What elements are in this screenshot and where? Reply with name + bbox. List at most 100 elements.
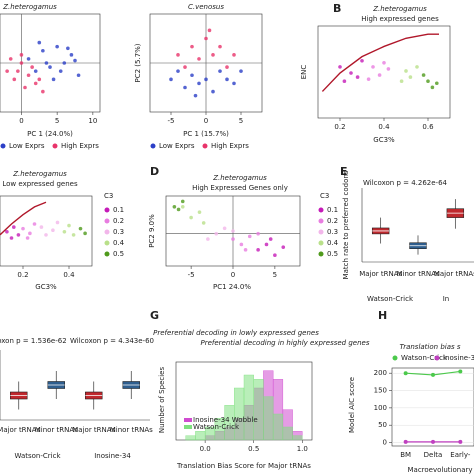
point: [37, 77, 42, 82]
point: [197, 210, 202, 214]
y-axis-label: Number of Species: [158, 367, 166, 434]
x-tick-label: Major tRNAs: [72, 426, 115, 434]
legend-label: 0.5: [113, 250, 124, 258]
x-tick-label: 0: [19, 117, 23, 125]
point: [9, 236, 14, 240]
point: [26, 57, 31, 61]
point: [66, 46, 70, 51]
point: [33, 81, 38, 86]
point: [12, 225, 16, 229]
point: [33, 69, 38, 73]
plot-frame: [0, 195, 93, 267]
hist-bar: [253, 379, 264, 441]
point: [349, 71, 353, 75]
point: [71, 233, 76, 237]
x-tick-label: 0.0: [200, 445, 211, 453]
x-axis-label: GC3%: [373, 136, 395, 144]
point: [431, 439, 435, 444]
point: [225, 65, 229, 69]
group-label: In: [443, 295, 450, 303]
legend-label: 0.5: [327, 250, 338, 258]
legend-label: 0.2: [327, 217, 338, 225]
y-tick-label: 50: [378, 421, 387, 429]
point: [206, 237, 210, 241]
point: [197, 57, 201, 61]
panel-label: G: [150, 309, 159, 322]
point: [264, 242, 269, 247]
legend-marker: [52, 143, 58, 149]
point: [204, 36, 208, 41]
x-tick-label: Minor tRNAs: [110, 426, 153, 434]
group-label: Watson-Crick: [367, 295, 414, 303]
point: [183, 85, 187, 90]
x-tick-label: Minor tRNAs: [396, 270, 439, 278]
point: [62, 61, 67, 65]
point: [232, 53, 236, 57]
point: [190, 44, 194, 49]
point: [239, 242, 244, 247]
y-axis-label: PC2 (5.7%): [134, 43, 142, 82]
y-tick-label: 200: [374, 369, 387, 377]
legend-marker: [104, 240, 110, 246]
x-tick-label: Delta: [424, 451, 443, 459]
legend-marker: [318, 229, 324, 235]
legend-label: Inosine-34: [443, 354, 474, 362]
point: [176, 53, 180, 57]
point: [176, 207, 181, 212]
x-axis-label: Translation Bias Score for Major tRNAs: [176, 462, 311, 470]
hist-bar: [195, 431, 206, 441]
point: [399, 79, 404, 83]
x-tick-label: Major tRNAs: [359, 270, 402, 278]
point: [189, 215, 193, 220]
hist-bar: [282, 426, 293, 441]
point: [214, 231, 219, 236]
x-tick-label: 0.4: [63, 271, 75, 279]
legend-label: Low Exprs: [159, 142, 195, 150]
x-tick-label: 5: [55, 117, 59, 125]
x-tick-label: 0.6: [422, 123, 434, 131]
point: [76, 73, 81, 78]
y-tick-label: 0: [383, 439, 387, 447]
point: [5, 69, 9, 73]
panel-label: E: [340, 165, 348, 178]
x-tick-label: 0: [204, 117, 208, 125]
point: [403, 439, 408, 444]
point: [183, 65, 187, 69]
panel-label: D: [150, 165, 159, 178]
legend-marker: [318, 207, 324, 213]
point: [204, 77, 208, 82]
x-axis-label: PC 1 (24.0%): [27, 130, 73, 138]
point: [69, 53, 74, 57]
point: [78, 226, 83, 231]
point: [44, 233, 48, 237]
point: [366, 77, 371, 81]
point: [73, 58, 77, 63]
plot-frame: [317, 25, 451, 119]
legend-label: 0.4: [113, 239, 125, 247]
point: [458, 369, 463, 374]
legend-marker: [392, 355, 398, 361]
hist-bar: [185, 435, 196, 441]
legend-swatch: [184, 425, 192, 429]
legend-title: C3: [104, 192, 113, 200]
legend-label: Watson-Crick: [193, 423, 240, 431]
point: [5, 229, 9, 234]
point: [16, 69, 20, 73]
point: [231, 237, 235, 241]
point: [218, 69, 222, 73]
point: [435, 81, 439, 86]
legend-marker: [0, 143, 6, 149]
point: [30, 65, 34, 69]
chart-subtitle: Low expressed genes: [2, 180, 78, 188]
point: [382, 61, 386, 65]
point: [32, 222, 37, 226]
point: [176, 69, 180, 73]
annotation: Wilcoxon p = 4.343e-60: [70, 337, 154, 345]
y-axis-label: Model AIC score: [348, 377, 356, 433]
hist-bar: [292, 435, 303, 441]
legend-marker: [104, 218, 110, 224]
trend-curve: [321, 33, 439, 92]
point: [201, 221, 206, 225]
point: [360, 58, 364, 63]
x-tick-label: 5: [273, 271, 277, 279]
